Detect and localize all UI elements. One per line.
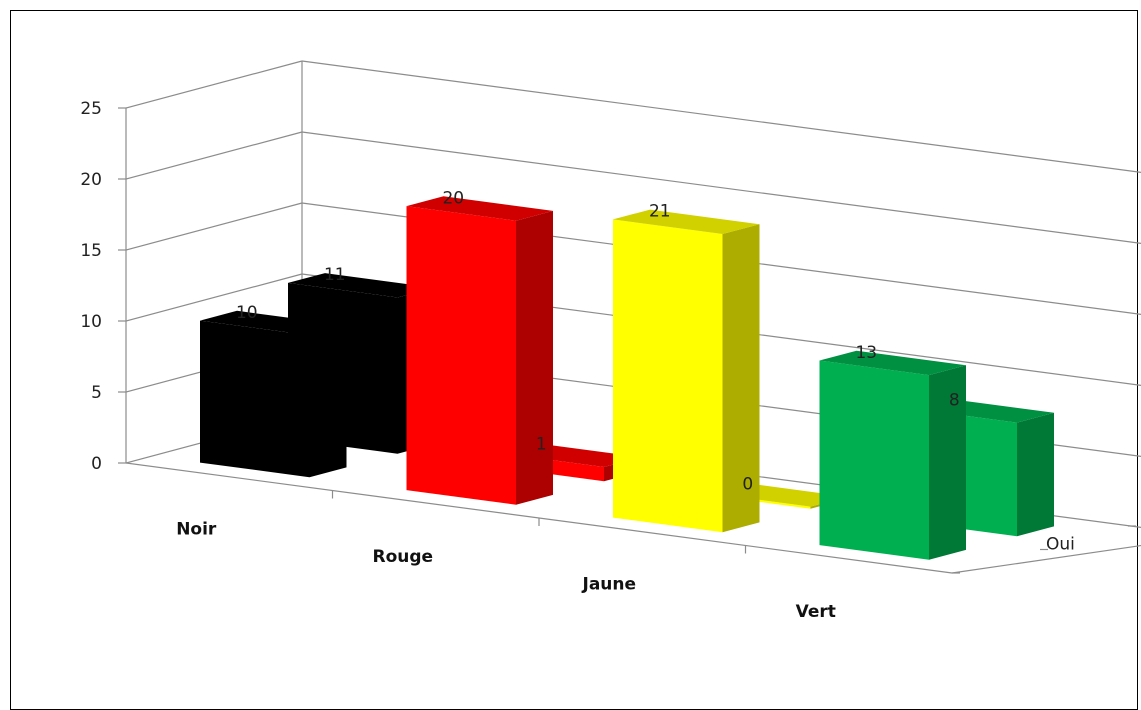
bar-rouge-oui bbox=[406, 196, 553, 505]
gridline-back bbox=[301, 131, 1141, 244]
bar-top-face bbox=[200, 310, 347, 336]
bar-vert-oui bbox=[819, 350, 966, 560]
bar-jaune-oui bbox=[613, 209, 760, 533]
gridline-side bbox=[125, 273, 303, 322]
bar-top-face bbox=[819, 350, 966, 376]
series-label: Oui bbox=[1046, 534, 1075, 554]
data-label: 21 bbox=[649, 202, 671, 222]
bar-top-face bbox=[613, 209, 760, 234]
data-label: 13 bbox=[855, 343, 877, 363]
data-label: 11 bbox=[324, 265, 346, 285]
bar-side-face bbox=[516, 210, 553, 505]
bar-front-face bbox=[406, 206, 516, 505]
y-tick-label: 15 bbox=[80, 241, 102, 261]
bars bbox=[200, 196, 1054, 560]
data-label: 0 bbox=[742, 474, 753, 494]
category-label: Noir bbox=[176, 520, 217, 540]
y-tick-label: 5 bbox=[91, 383, 102, 403]
y-tick-label: 0 bbox=[91, 454, 102, 474]
data-label: 10 bbox=[236, 303, 258, 323]
depth-axis-line bbox=[951, 544, 1141, 574]
data-label: 8 bbox=[949, 390, 960, 410]
gridline-side bbox=[125, 202, 303, 251]
bar-side-face bbox=[929, 365, 966, 560]
bar-noir-oui bbox=[200, 310, 347, 478]
data-label: 1 bbox=[536, 435, 547, 455]
category-label: Jaune bbox=[582, 575, 637, 595]
bar-side-face bbox=[1017, 412, 1054, 537]
chart-3d-column: 05101520251110810202113NoirRougeJauneVer… bbox=[80, 60, 1141, 622]
bar-front-face bbox=[819, 360, 929, 560]
category-label: Rouge bbox=[372, 547, 433, 567]
y-tick-label: 25 bbox=[80, 99, 102, 119]
bar-top-face bbox=[406, 196, 553, 221]
y-tick-label: 20 bbox=[80, 170, 102, 190]
bar-front-face bbox=[200, 320, 310, 478]
y-tick-label: 10 bbox=[80, 312, 102, 332]
labels: 05101520251110810202113NoirRougeJauneVer… bbox=[80, 99, 1075, 622]
bar-top-face bbox=[288, 273, 435, 298]
gridline-side bbox=[125, 131, 303, 180]
gridline-back bbox=[301, 60, 1141, 173]
bar-front-face bbox=[613, 219, 723, 533]
category-label: Vert bbox=[796, 602, 836, 622]
gridline-side bbox=[125, 60, 303, 109]
bar-side-face bbox=[309, 325, 347, 478]
bar-side-face bbox=[722, 224, 760, 533]
data-label: 20 bbox=[442, 188, 464, 208]
